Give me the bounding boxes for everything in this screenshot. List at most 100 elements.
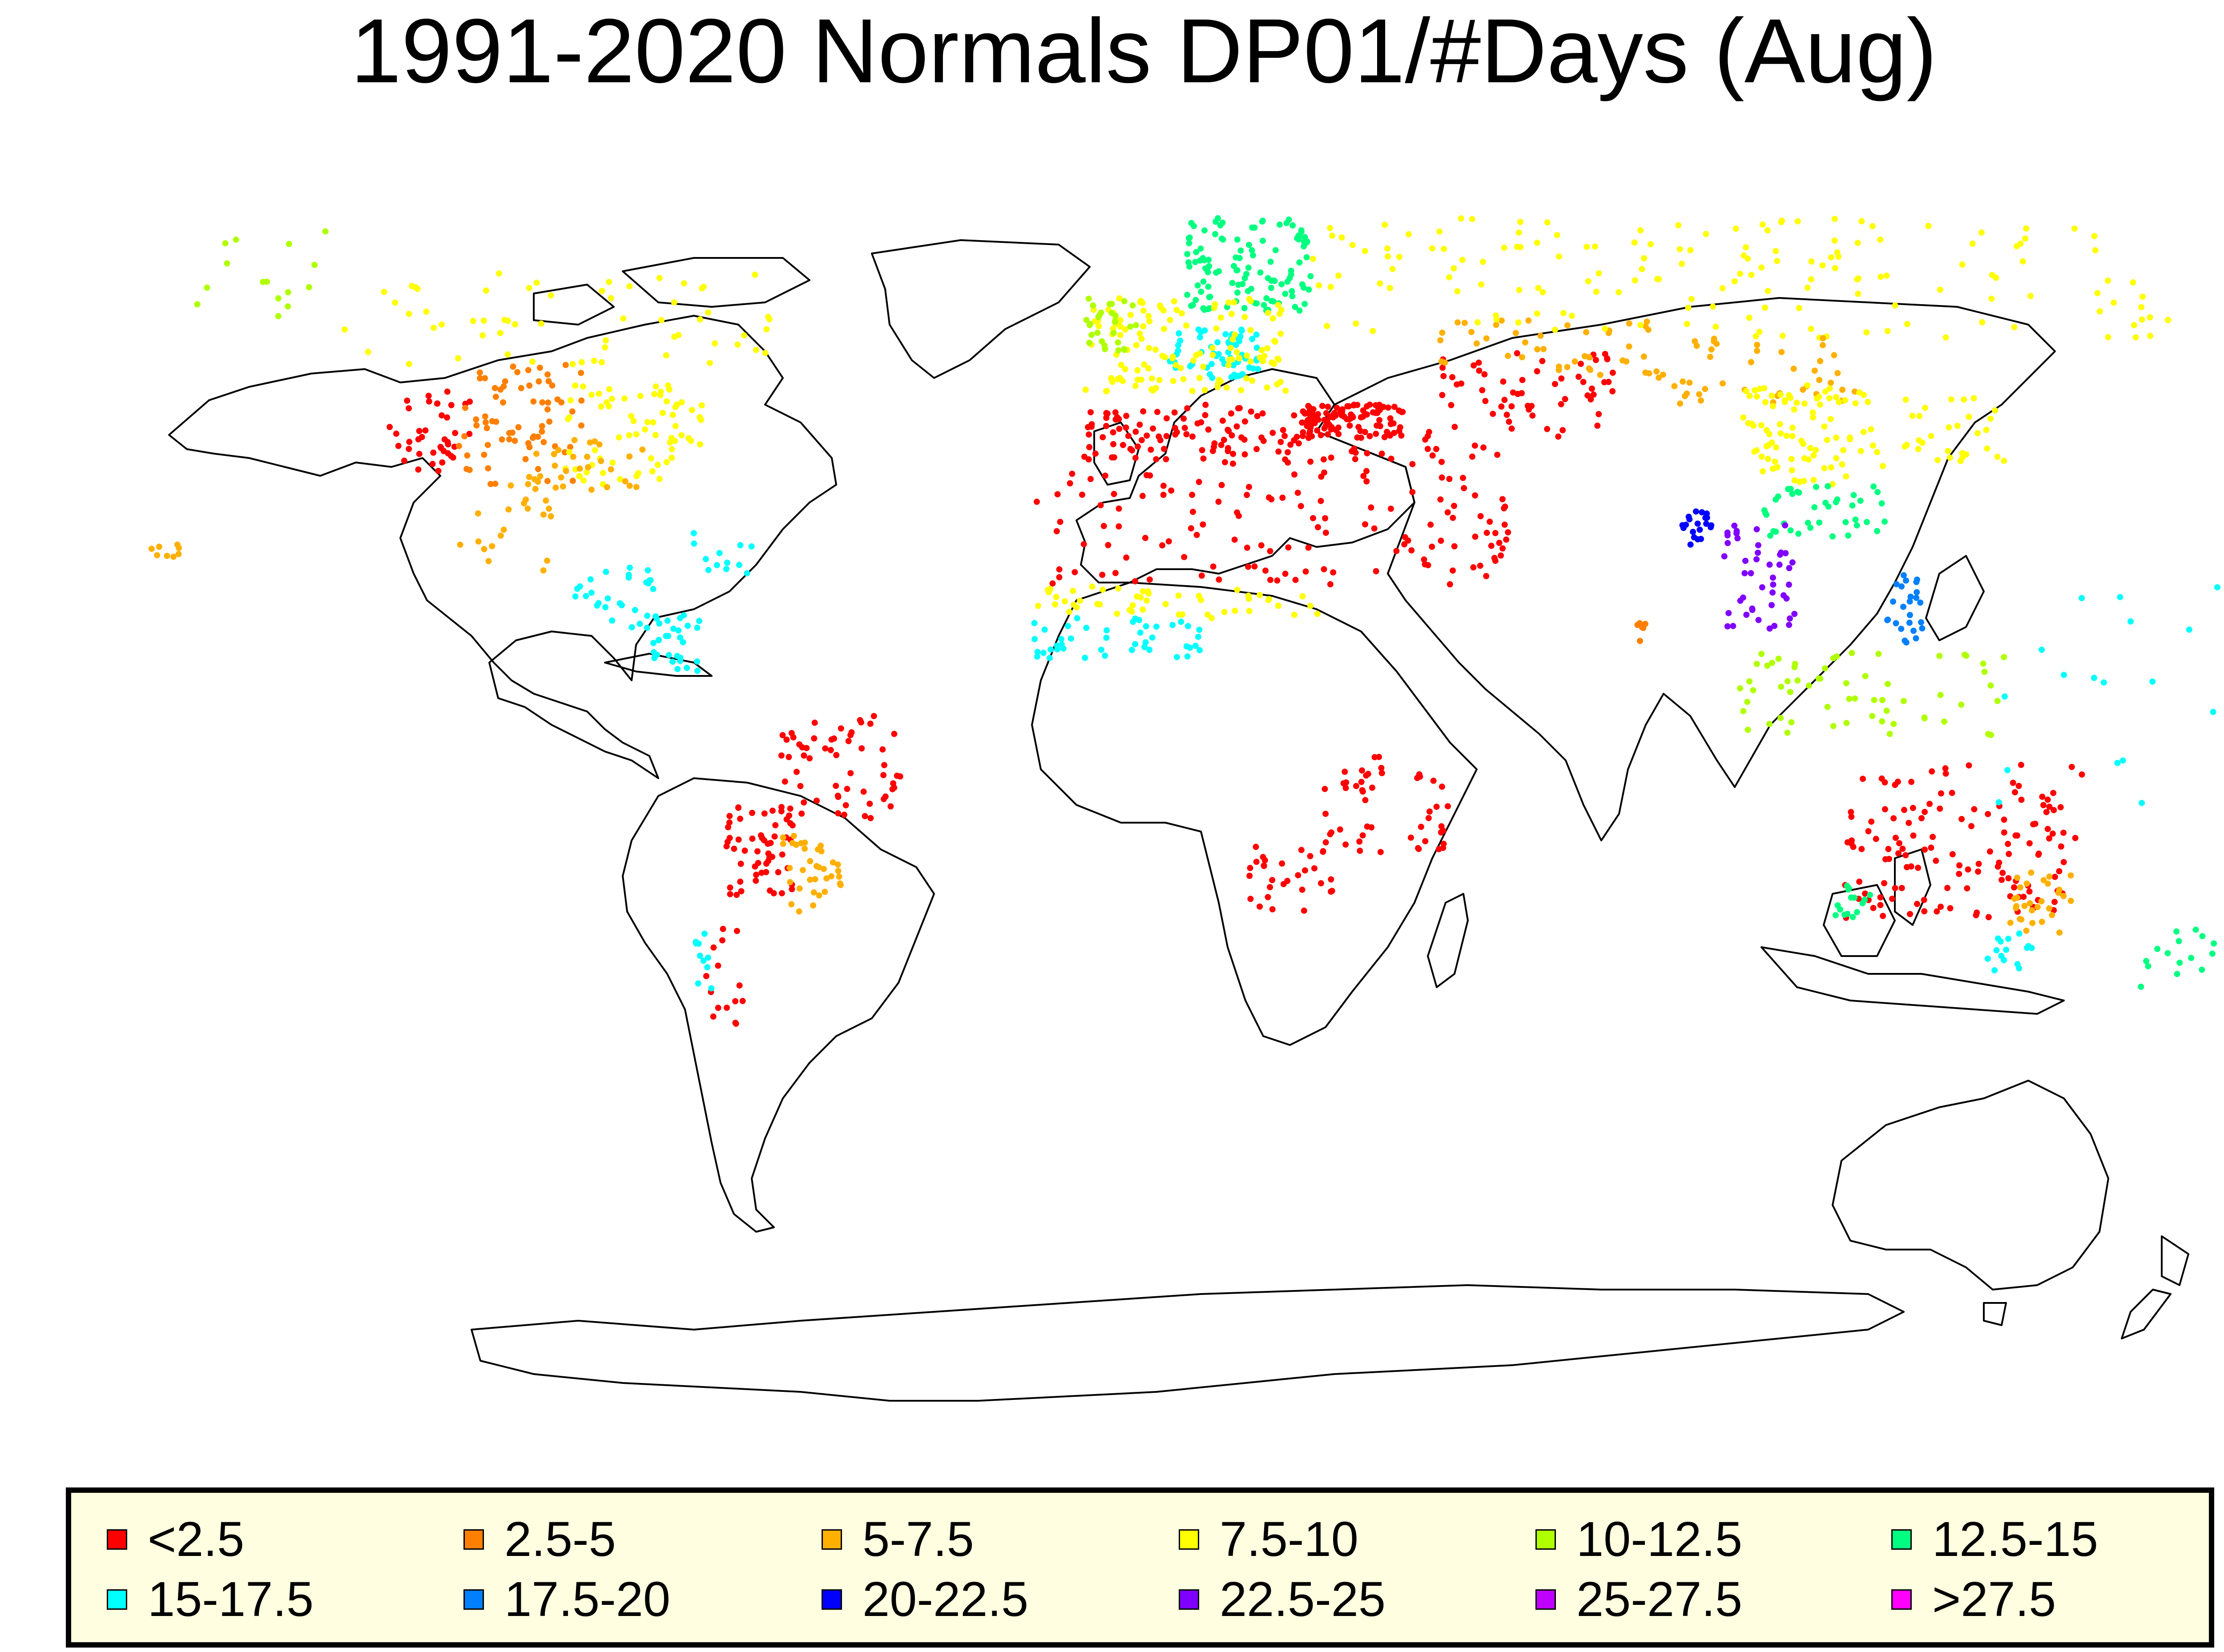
station-dot [1259,410,1266,417]
station-dot [771,833,778,840]
station-dot [1502,503,1508,510]
station-dot [1324,323,1330,330]
station-dot [2145,963,2151,969]
station-dot [1325,403,1331,410]
station-dot [822,745,829,752]
station-dot [1999,869,2006,876]
station-dot [1875,651,1882,657]
station-dot [755,860,761,866]
station-dot [1761,385,1768,391]
station-dot [1773,444,1780,451]
station-dot [1515,319,1522,326]
station-dot [2105,334,2111,341]
station-dot [448,402,455,408]
station-dot [1470,564,1477,571]
station-dot [1808,276,1814,283]
station-dot [1140,323,1147,330]
station-dot [1227,345,1234,351]
station-dot [867,720,874,727]
station-dot [1800,386,1806,393]
legend-item: <2.5 [107,1511,244,1568]
station-dot [416,450,423,457]
station-dot [1098,309,1104,316]
station-dot [737,860,744,867]
new-zealand-outline [2121,1289,2172,1339]
station-dot [426,398,432,405]
station-dot [1928,844,1934,851]
station-dot [790,734,797,741]
station-dot [1904,321,1910,327]
station-dot [2001,458,2007,464]
station-dot [422,427,429,434]
station-dot [1357,848,1363,854]
station-dot [1868,818,1875,825]
station-dot [680,639,686,646]
station-dot [669,454,675,461]
station-dot [1769,392,1775,399]
station-dot [857,717,863,724]
station-dot [1500,378,1507,385]
station-dot [1373,430,1379,437]
station-dot [738,888,745,895]
station-dot [532,486,539,492]
station-dot [748,543,755,550]
station-dot [508,482,514,489]
legend-swatch [1891,1529,1912,1550]
station-dot [1085,295,1092,302]
station-dot [1253,331,1260,338]
station-dot [1287,442,1294,448]
station-dot [1890,720,1897,727]
station-dot [1913,595,1920,601]
station-dot [1902,852,1909,859]
station-dot [702,556,709,563]
station-dot [609,459,616,466]
station-dot [1072,569,1078,575]
station-dot [703,973,709,979]
station-dot [233,236,239,243]
station-dot [1265,894,1271,900]
station-dot [713,562,720,568]
station-dot [1304,238,1310,245]
station-dot [2029,907,2035,913]
station-dot [778,752,785,759]
station-dot [1083,624,1090,631]
station-dot [569,478,576,484]
station-dot [470,318,476,324]
station-dot [1111,490,1117,497]
station-dot [1339,406,1346,413]
station-dot [2139,800,2145,806]
station-dot [1378,765,1385,771]
station-dot [1360,407,1366,414]
station-dot [1271,338,1278,344]
station-dot [663,352,669,359]
station-dot [473,422,480,429]
station-dot [1686,516,1693,523]
station-dot [1765,288,1771,294]
station-dot [1843,473,1849,480]
station-dot [1274,577,1281,584]
station-dot [1879,718,1886,725]
station-dot [1766,431,1773,438]
station-dot [626,453,633,460]
station-dot [1143,623,1149,630]
station-dot [1326,422,1333,428]
station-dot [1957,458,1964,464]
station-dot [689,407,695,414]
station-dot [1249,377,1255,384]
station-dot [1079,491,1085,498]
station-dot [602,344,608,351]
station-dot [457,541,463,548]
station-dot [1364,450,1370,457]
station-dot [578,422,584,429]
station-dot [1517,219,1523,225]
station-dot [2025,943,2032,949]
station-dot [1831,216,1838,222]
station-dot [156,543,162,550]
station-dot [1031,636,1038,643]
station-dot [1289,288,1295,294]
station-dot [626,482,633,489]
station-dot [2044,796,2051,803]
station-dot [1237,247,1244,254]
station-dot [1534,239,1540,246]
station-dot [1477,513,1484,519]
